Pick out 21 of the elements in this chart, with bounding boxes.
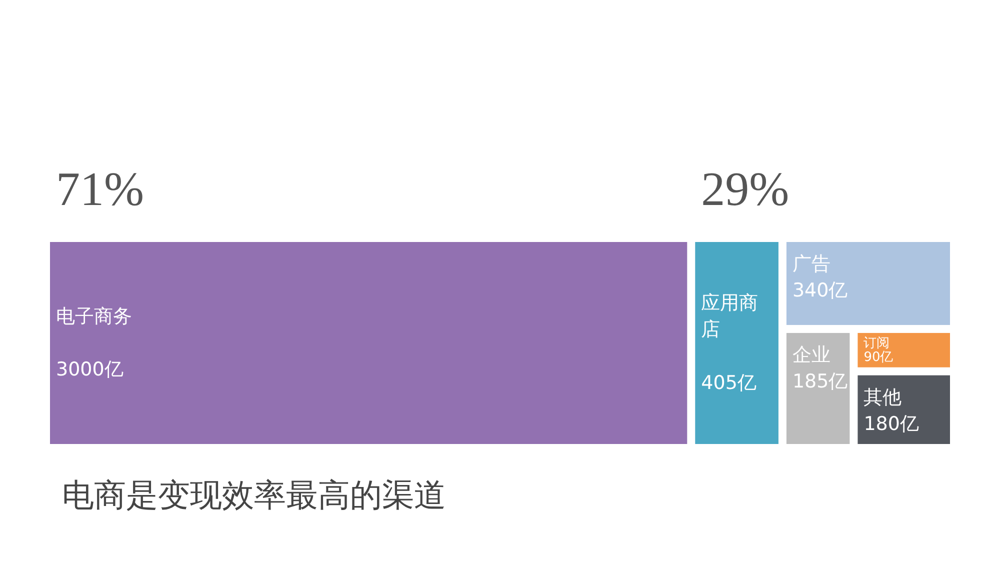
cell: 其他 180亿 xyxy=(858,375,950,444)
cell: 应用商店 405亿 xyxy=(695,242,778,444)
category-label: 广告 xyxy=(792,253,830,275)
category-label: 电子商务 xyxy=(56,305,132,328)
category-label: 应用商店 xyxy=(701,292,758,341)
data-label: 3000亿 xyxy=(56,358,124,381)
cell: 广告 340亿 xyxy=(786,242,950,325)
category-label: 其他 xyxy=(864,386,902,408)
cell: 企业 185亿 xyxy=(786,332,850,444)
cell: 电子商务 3000亿 xyxy=(50,242,688,444)
text: 电商是变现效率最高的渠道 xyxy=(62,476,446,514)
data-label: 340亿 xyxy=(792,280,848,302)
data-label: 185亿 xyxy=(792,370,848,393)
category-label: 订阅 xyxy=(864,336,890,351)
data-label: 90亿 xyxy=(864,350,894,365)
text: 29% xyxy=(701,163,790,216)
cell: 订阅 90亿 xyxy=(858,332,950,368)
category-label: 企业 xyxy=(792,344,830,366)
text: 71% xyxy=(56,163,144,216)
data-label: 180亿 xyxy=(864,412,919,435)
data-label: 405亿 xyxy=(701,372,756,394)
